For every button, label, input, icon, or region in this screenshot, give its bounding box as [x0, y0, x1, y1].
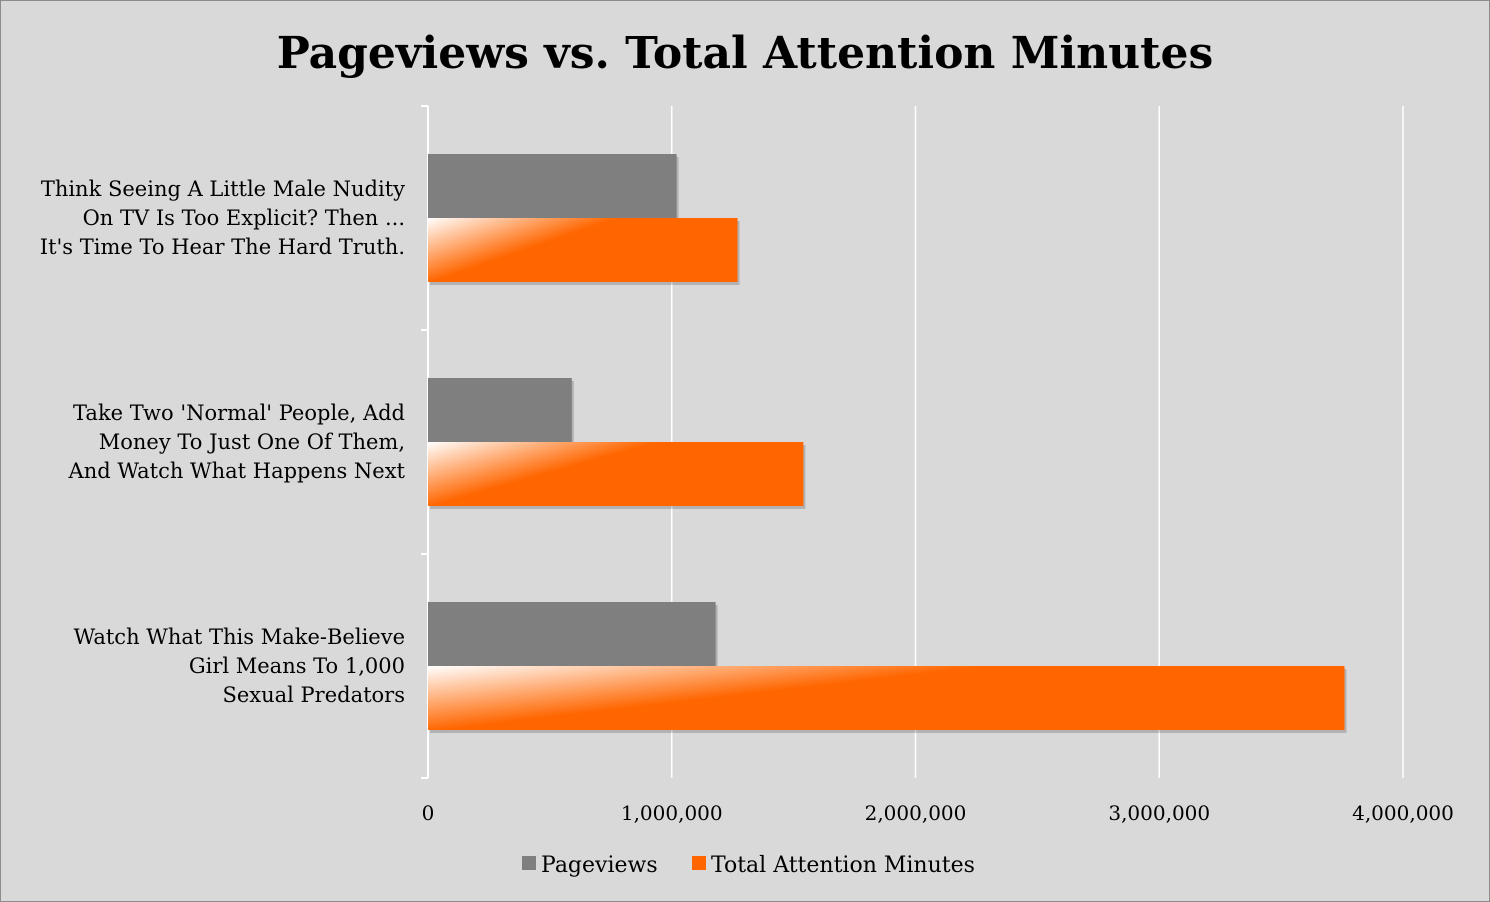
legend: Pageviews Total Attention Minutes — [522, 853, 975, 878]
x-tick-label: 3,000,000 — [1108, 801, 1210, 825]
bar-pageviews — [428, 154, 677, 218]
x-tick-label: 2,000,000 — [865, 801, 967, 825]
x-tick-label: 1,000,000 — [621, 801, 723, 825]
bar-pageviews — [428, 378, 572, 442]
bar-attention-minutes — [428, 666, 1345, 730]
legend-label-pageviews: Pageviews — [541, 853, 658, 878]
category-label: Think Seeing A Little Male Nudity — [41, 177, 405, 201]
x-tick-label: 0 — [422, 801, 435, 825]
bar-attention-minutes — [428, 218, 738, 282]
x-tick-label: 4,000,000 — [1352, 801, 1454, 825]
category-label: Take Two 'Normal' People, Add — [73, 401, 405, 425]
axes — [421, 105, 429, 779]
bar-attention-minutes — [428, 442, 804, 506]
legend-swatch-attention-minutes — [692, 856, 706, 870]
chart-title: Pageviews vs. Total Attention Minutes — [277, 28, 1213, 79]
legend-swatch-pageviews — [522, 856, 536, 870]
category-label: Money To Just One Of Them, — [99, 430, 405, 454]
bar-pageviews — [428, 602, 716, 666]
category-label: It's Time To Hear The Hard Truth. — [40, 235, 405, 259]
labels: 0 1,000,000 2,000,000 3,000,000 4,000,000 Thi… — [40, 177, 1454, 825]
category-label: Sexual Predators — [222, 683, 405, 707]
category-label: Girl Means To 1,000 — [189, 654, 405, 678]
category-label: And Watch What Happens Next — [68, 459, 406, 483]
category-label: On TV Is Too Explicit? Then ... — [83, 206, 405, 230]
category-label: Watch What This Make-Believe — [74, 625, 405, 649]
legend-label-attention-minutes: Total Attention Minutes — [711, 853, 975, 878]
bars — [428, 154, 1347, 733]
